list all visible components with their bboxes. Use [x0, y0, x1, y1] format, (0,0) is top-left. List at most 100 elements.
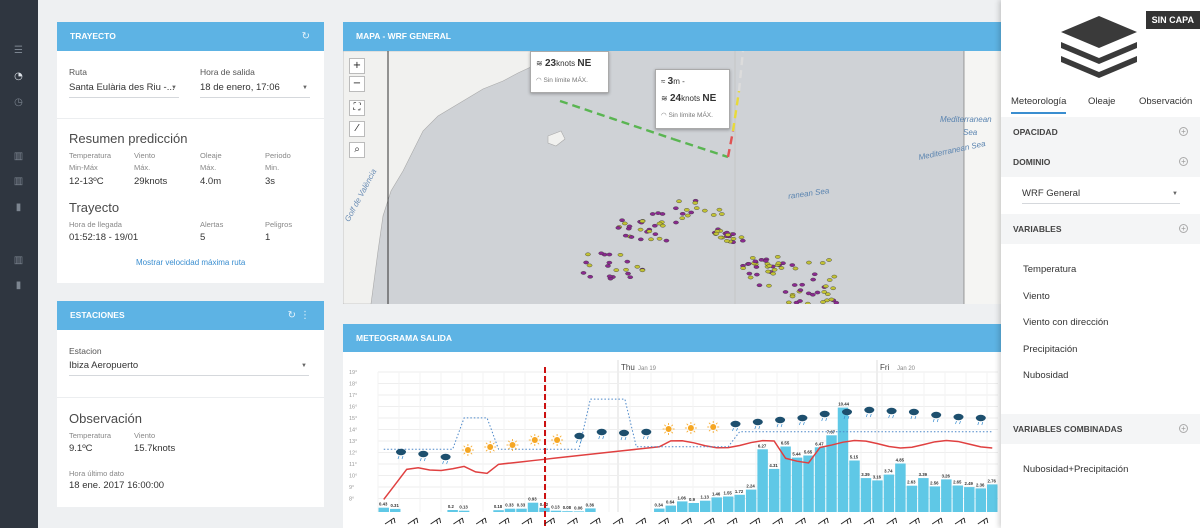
variables-combinadas-section[interactable] — [1001, 414, 1200, 444]
expand-icon[interactable]: + — [1179, 424, 1188, 433]
station-marker[interactable] — [648, 237, 654, 242]
station-marker[interactable] — [688, 210, 695, 215]
station-marker[interactable] — [623, 267, 629, 272]
station-marker[interactable] — [828, 297, 835, 302]
map-popup-wind[interactable]: ≋ 23knots NE ◠ Sin límite MÁX. — [530, 51, 609, 93]
station-marker[interactable] — [716, 207, 723, 212]
station-marker[interactable] — [778, 266, 785, 270]
station-marker[interactable] — [586, 263, 593, 268]
var-nubosidad[interactable]: Nubosidad — [1023, 370, 1069, 381]
station-marker[interactable] — [713, 231, 720, 236]
clock-icon[interactable]: ◷ — [14, 97, 23, 108]
station-marker[interactable] — [639, 219, 646, 223]
station-marker[interactable] — [683, 208, 690, 212]
refresh-icon[interactable]: ↻ — [301, 31, 310, 42]
station-marker[interactable] — [826, 278, 833, 282]
station-marker[interactable] — [598, 251, 605, 256]
estacion-select[interactable]: Ibiza Aeropuerto ▼ — [69, 360, 309, 376]
station-marker[interactable] — [619, 218, 625, 223]
tab-oleaje[interactable]: Oleaje — [1088, 96, 1116, 107]
station-marker[interactable] — [626, 224, 633, 229]
station-marker[interactable] — [606, 260, 613, 265]
expand-icon[interactable]: + — [1179, 224, 1188, 233]
station-marker[interactable] — [738, 235, 745, 240]
station-marker[interactable] — [825, 292, 831, 296]
station-marker[interactable] — [766, 283, 772, 288]
station-marker[interactable] — [673, 206, 679, 211]
station-marker[interactable] — [789, 294, 796, 299]
station-marker[interactable] — [685, 213, 691, 218]
zoom-out-button[interactable]: − — [349, 76, 365, 92]
variables-section[interactable] — [1001, 214, 1200, 244]
station-marker[interactable] — [797, 288, 804, 292]
dominio-select[interactable]: WRF General ▼ — [1022, 188, 1180, 204]
zoom-in-button[interactable]: + — [349, 58, 365, 74]
station-marker[interactable] — [634, 264, 641, 269]
station-marker[interactable] — [646, 229, 653, 234]
station-marker[interactable] — [638, 237, 644, 242]
station-marker[interactable] — [625, 271, 631, 276]
station-marker[interactable] — [819, 261, 826, 265]
station-marker[interactable] — [774, 255, 781, 259]
station-marker[interactable] — [628, 235, 635, 239]
station-marker[interactable] — [663, 238, 670, 243]
map-icon[interactable]: ▥ — [13, 176, 24, 187]
station-marker[interactable] — [810, 277, 816, 282]
station-marker[interactable] — [820, 300, 826, 304]
station-marker[interactable] — [656, 236, 663, 241]
dashboard-icon[interactable]: ◔ — [14, 71, 23, 82]
map-popup-waves[interactable]: ≈ 3m - ≋ 24knots NE ◠ Sin límite MÁX. — [655, 69, 730, 129]
sin-capa-badge[interactable]: SIN CAPA — [1145, 11, 1200, 29]
station-marker[interactable] — [637, 227, 644, 232]
station-marker[interactable] — [792, 266, 799, 271]
station-marker[interactable] — [622, 233, 629, 238]
var-temperatura[interactable]: Temperatura — [1023, 264, 1077, 275]
station-marker[interactable] — [814, 290, 821, 295]
station-marker[interactable] — [655, 211, 661, 215]
var-viento-direccion[interactable]: Viento con dirección — [1023, 317, 1109, 328]
station-marker[interactable] — [615, 226, 622, 230]
map-icon[interactable]: ▥ — [13, 255, 24, 266]
station-marker[interactable] — [679, 216, 686, 220]
station-marker[interactable] — [775, 261, 782, 266]
var-nubosidad-precipitacion[interactable]: Nubosidad+Precipitación — [1023, 464, 1129, 475]
station-marker[interactable] — [617, 253, 624, 257]
station-marker[interactable] — [789, 263, 796, 267]
station-marker[interactable] — [811, 272, 818, 277]
station-marker[interactable] — [627, 275, 634, 279]
station-marker[interactable] — [747, 275, 754, 280]
station-marker[interactable] — [782, 290, 789, 294]
station-marker[interactable] — [831, 274, 838, 279]
station-marker[interactable] — [656, 221, 663, 226]
more-icon[interactable]: ⋮ — [300, 310, 310, 321]
station-marker[interactable] — [765, 269, 771, 274]
station-marker[interactable] — [580, 271, 587, 275]
station-marker[interactable] — [730, 236, 737, 241]
station-marker[interactable] — [679, 211, 686, 216]
tab-observacion[interactable]: Observación — [1139, 96, 1193, 107]
station-marker[interactable] — [585, 252, 591, 257]
station-marker[interactable] — [797, 299, 803, 303]
var-precipitacion[interactable]: Precipitación — [1023, 344, 1078, 355]
station-marker[interactable] — [724, 239, 730, 243]
station-marker[interactable] — [692, 201, 699, 205]
station-marker[interactable] — [805, 301, 811, 304]
station-marker[interactable] — [823, 284, 829, 289]
station-marker[interactable] — [649, 212, 656, 216]
map-icon[interactable]: ▥ — [13, 151, 24, 162]
map-view[interactable]: + − ⛶ ⁄ ⌕ ≋ 23knots NE ◠ Sin límite MÁX. ≈ 3… — [343, 51, 1001, 304]
station-marker[interactable] — [766, 264, 773, 268]
station-marker[interactable] — [762, 259, 769, 263]
station-marker[interactable] — [826, 258, 832, 262]
opacidad-section[interactable] — [1001, 117, 1200, 147]
station-marker[interactable] — [740, 238, 746, 243]
tab-meteorologia[interactable]: Meteorología — [1011, 96, 1067, 114]
station-marker[interactable] — [791, 283, 798, 287]
station-marker[interactable] — [719, 212, 725, 216]
station-marker[interactable] — [693, 206, 700, 210]
station-marker[interactable] — [710, 213, 717, 217]
station-marker[interactable] — [752, 259, 759, 264]
station-marker[interactable] — [613, 268, 620, 272]
station-marker[interactable] — [605, 264, 611, 268]
fullscreen-button[interactable]: ⛶ — [349, 100, 365, 116]
